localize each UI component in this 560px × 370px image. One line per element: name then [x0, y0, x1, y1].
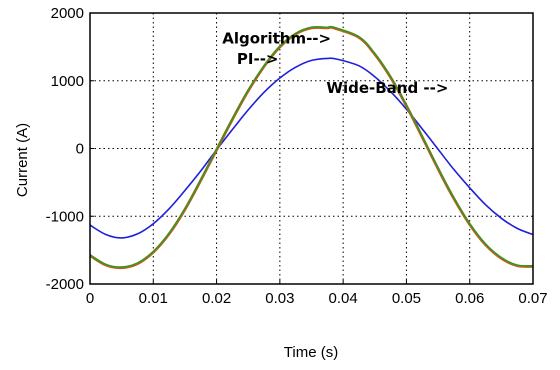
x-tick-label: 0.01: [139, 290, 168, 307]
annotation-group: Algorithm--> PI--> Wide-Band -->: [222, 29, 448, 96]
x-axis-label: Time (s): [284, 344, 338, 361]
series-line-3: [89, 25, 534, 268]
y-axis-label: Current (A): [14, 123, 31, 197]
y-tick-label: -1000: [46, 208, 84, 225]
grid: [90, 13, 533, 284]
x-tick-label: 0.03: [265, 290, 294, 307]
y-tick-label: -2000: [46, 276, 84, 293]
x-tick-label: 0.06: [455, 290, 484, 307]
annotation-label: Algorithm-->: [222, 29, 331, 47]
y-tick-label: 0: [76, 141, 84, 158]
annotation-label: PI-->: [237, 50, 279, 68]
x-tick-label: 0: [86, 290, 94, 307]
x-tick-label: 0.05: [392, 290, 421, 307]
y-tick-label: 1000: [51, 73, 84, 90]
x-tick-label: 0.02: [202, 290, 231, 307]
tick-group: 0 0.01 0.02 0.03 0.04 0.05 0.06 0.07 -2000 -1000 0…: [46, 5, 548, 307]
series-line-2: [89, 25, 534, 270]
series-group: [89, 25, 534, 270]
annotation-label: Wide-Band -->: [326, 79, 448, 97]
series-line-1: [89, 57, 534, 239]
x-tick-label: 0.07: [518, 290, 547, 307]
x-tick-label: 0.04: [329, 290, 358, 307]
y-tick-label: 2000: [51, 5, 84, 22]
